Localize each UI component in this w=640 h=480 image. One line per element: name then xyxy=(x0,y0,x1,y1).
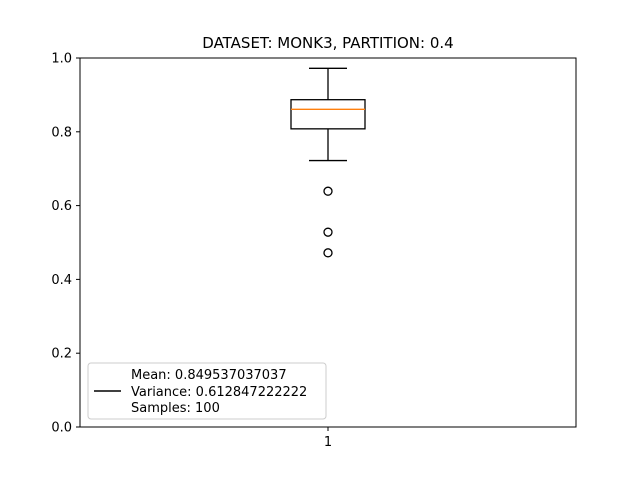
y-tick-label: 0.4 xyxy=(51,273,72,288)
y-tick-label: 0.6 xyxy=(51,199,72,214)
chart-title: DATASET: MONK3, PARTITION: 0.4 xyxy=(202,34,453,52)
outlier-point xyxy=(323,248,333,258)
y-tick-label: 0.8 xyxy=(51,125,72,140)
plot-area xyxy=(290,67,366,258)
y-tick-label: 0.0 xyxy=(51,421,72,436)
x-tick-label: 1 xyxy=(324,435,332,450)
legend-frame xyxy=(87,362,327,420)
outlier-point xyxy=(323,227,333,237)
legend: Mean: 0.849537037037 Variance: 0.6128472… xyxy=(87,362,327,420)
iqr-box xyxy=(290,99,366,130)
legend-samples-text: Samples: 100 xyxy=(131,401,220,416)
outlier-point xyxy=(323,186,333,196)
y-tick-label: 0.2 xyxy=(51,347,72,362)
y-tick-label: 1.0 xyxy=(51,52,72,67)
legend-variance-text: Variance: 0.612847222222 xyxy=(131,385,307,400)
legend-mean-text: Mean: 0.849537037037 xyxy=(131,368,287,383)
axes: 0.0 0.2 0.4 0.6 0.8 1.0 1 xyxy=(51,52,577,450)
